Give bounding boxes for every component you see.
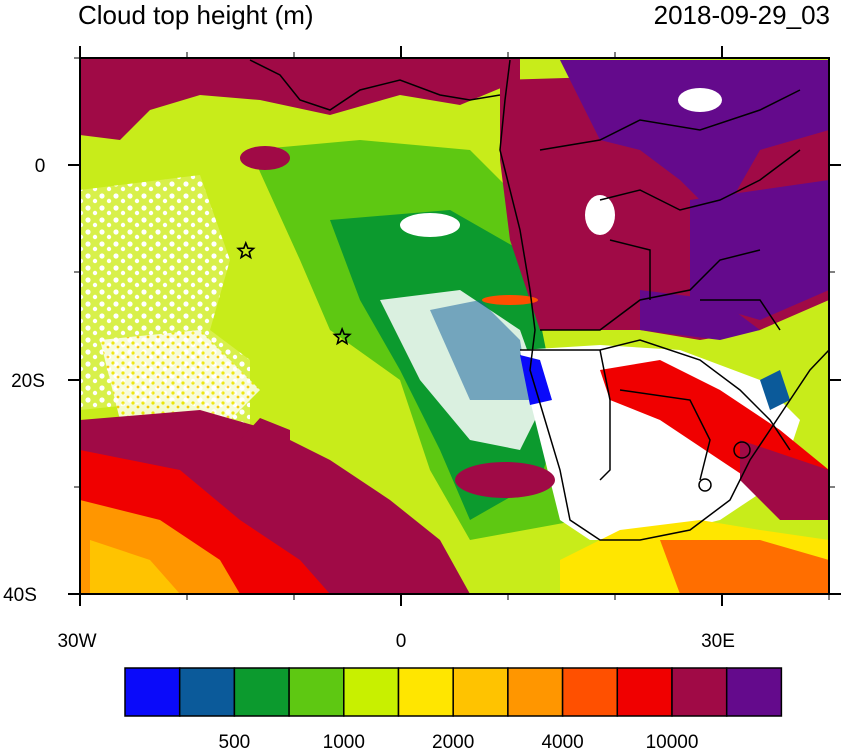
cloud-field (80, 58, 829, 594)
y-tick-label-0: 0 (35, 156, 46, 177)
colorbar-swatch (561, 667, 619, 717)
y-tick-label-40s: 40S (3, 585, 37, 606)
colorbar-label: 10000 (646, 732, 699, 750)
colorbar-swatch (507, 667, 564, 717)
colorbar-swatch (725, 667, 783, 717)
colorbar-swatch (124, 667, 181, 717)
colorbar-swatch (178, 667, 236, 717)
colorbar-swatch (397, 667, 454, 717)
colorbar-swatch (671, 667, 728, 717)
colorbar-swatch (288, 667, 345, 717)
y-tick-label-20s: 20S (11, 371, 45, 392)
colorbar-label: 500 (219, 732, 251, 750)
x-tick-label-30e: 30E (701, 631, 735, 652)
plot-frame (79, 57, 830, 595)
colorbar: 500 1000 2000 4000 10000 (124, 667, 783, 750)
colorbar-swatch (452, 667, 509, 717)
x-tick-label-0: 0 (396, 631, 407, 652)
star-marker-1 (236, 240, 256, 260)
map-timestamp: 2018-09-29_03 (653, 0, 830, 30)
colorbar-label: 4000 (541, 732, 583, 750)
colorbar-swatch (343, 667, 400, 717)
colorbar-label: 1000 (323, 732, 365, 750)
colorbar-swatch (616, 667, 673, 717)
minor-ticks (74, 52, 835, 600)
marker-layer (236, 240, 352, 346)
axis-ticks (68, 46, 841, 606)
colorbar-swatch (233, 667, 290, 717)
star-marker-2 (332, 326, 352, 346)
x-tick-label-30w: 30W (57, 631, 96, 652)
colorbar-label: 2000 (432, 732, 474, 750)
coastline-borders (249, 59, 829, 541)
map-title: Cloud top height (m) (78, 0, 314, 30)
